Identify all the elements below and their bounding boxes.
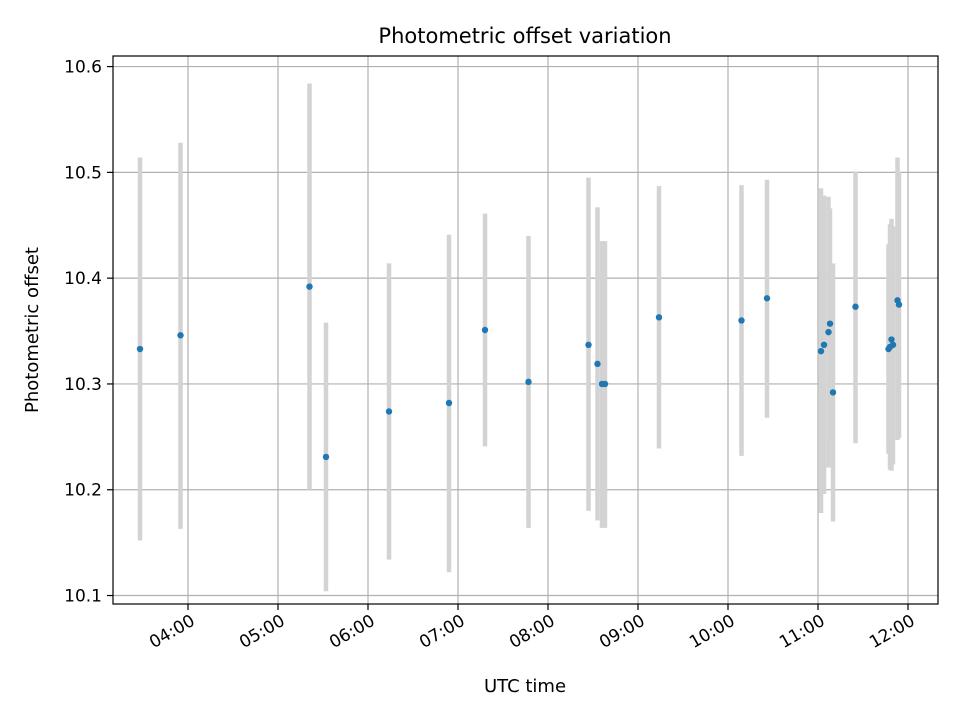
ticks: 04:00 05:00 06:00 07:00 08:00 09:00 10:00 11:00…	[64, 58, 918, 653]
data-point	[825, 328, 832, 336]
data-point	[322, 453, 330, 461]
data-point	[585, 341, 592, 349]
plot-frame	[112, 55, 939, 605]
y-tick-label: 10.2	[64, 481, 102, 501]
data-point	[738, 317, 745, 324]
x-tick-label: 10:00	[686, 611, 738, 653]
error-bars	[137, 83, 902, 592]
data-point	[306, 283, 313, 290]
x-tick-label: 05:00	[236, 611, 288, 653]
x-tick-label: 04:00	[146, 611, 198, 653]
data-point	[763, 295, 771, 302]
grid	[113, 56, 938, 604]
data-point	[895, 301, 903, 308]
y-tick-label: 10.5	[64, 163, 102, 183]
y-tick-label: 10.6	[64, 58, 102, 78]
x-tick-label: 06:00	[326, 611, 378, 653]
y-axis-label: Photometric offset	[22, 247, 43, 413]
y-tick-label: 10.1	[64, 587, 102, 607]
data-point	[826, 320, 834, 327]
data-point	[888, 336, 895, 343]
data-point	[594, 360, 601, 368]
data-point	[445, 399, 453, 407]
data-point	[852, 303, 859, 310]
data-point	[525, 378, 532, 386]
x-axis-label: UTC time	[484, 676, 566, 697]
data-point	[817, 347, 825, 355]
x-tick-label: 07:00	[416, 611, 468, 653]
data-point	[889, 341, 897, 349]
data-point	[601, 380, 609, 388]
x-tick-label: 12:00	[866, 611, 918, 653]
x-tick-label: 11:00	[776, 611, 828, 653]
y-tick-label: 10.4	[64, 269, 102, 289]
data-point	[385, 408, 393, 415]
data-point	[177, 332, 184, 339]
x-tick-label: 09:00	[596, 611, 648, 653]
data-points	[136, 283, 903, 461]
data-point	[829, 389, 837, 396]
x-tick-label: 08:00	[506, 611, 558, 653]
data-point	[481, 326, 489, 334]
data-point	[820, 341, 828, 349]
chart-title: Photometric offset variation	[378, 24, 671, 48]
y-tick-label: 10.3	[64, 375, 102, 395]
data-point	[655, 314, 663, 321]
data-point	[136, 345, 144, 353]
